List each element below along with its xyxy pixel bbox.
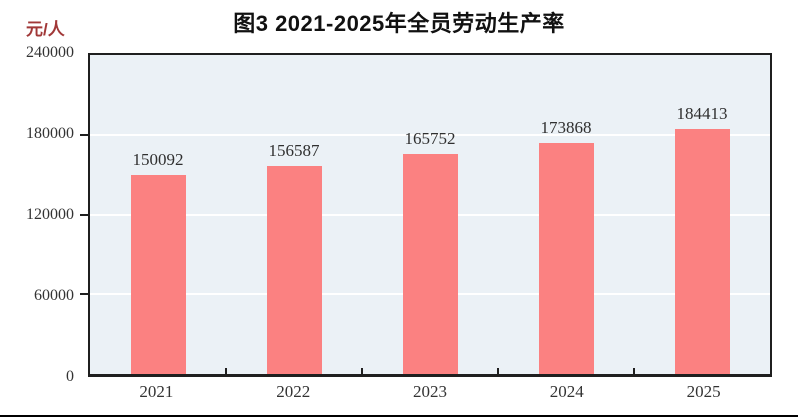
plot-panel: 150092 156587 165752 173868 184413	[90, 55, 770, 374]
x-tick-label-2022: 2022	[276, 382, 311, 401]
bar-series: 150092 156587 165752 173868 184413	[90, 55, 770, 374]
bar-2025	[674, 128, 730, 374]
y-tick-label-60000: 60000	[34, 287, 74, 304]
x-axis-tick-labels: 2021 2022 2023 2024 2025	[88, 383, 772, 400]
bar-2024	[538, 142, 594, 374]
bar-2021	[130, 174, 186, 374]
page-bottom-rule	[0, 415, 798, 417]
data-label-2022: 156587	[268, 140, 320, 160]
plot-area: 150092 156587 165752 173868 184413	[80, 53, 772, 377]
y-axis-unit-label: 元/人	[26, 20, 65, 39]
gridline-180000	[90, 133, 770, 136]
data-label-2021: 150092	[132, 149, 184, 169]
bar-2023	[402, 153, 458, 374]
bar-group-2023: 165752	[362, 55, 498, 374]
x-tick-label-2021: 2021	[139, 382, 174, 401]
x-tick-label-2024: 2024	[549, 382, 584, 401]
y-axis-tick-labels: 0 60000 120000 180000 240000	[0, 45, 80, 385]
bar-group-2022: 156587	[226, 55, 362, 374]
y-axis-tick	[80, 293, 88, 296]
y-tick-label-120000: 120000	[26, 206, 74, 223]
x-axis-tick	[633, 368, 635, 374]
y-axis-tick	[80, 213, 88, 216]
x-axis-tick	[497, 368, 499, 374]
bar-group-2025: 184413	[634, 55, 770, 374]
bar-group-2024: 173868	[498, 55, 634, 374]
x-axis-tick	[225, 368, 227, 374]
bar-2022	[266, 165, 322, 374]
x-tick-label-2025: 2025	[686, 382, 721, 401]
y-tick-label-180000: 180000	[26, 125, 74, 142]
data-label-2024: 173868	[540, 117, 592, 137]
data-label-2023: 165752	[404, 128, 456, 148]
x-tick-label-2023: 2023	[412, 382, 447, 401]
y-tick-label-240000: 240000	[26, 44, 74, 61]
y-axis-tick	[80, 133, 88, 136]
x-axis-tick	[361, 368, 363, 374]
y-tick-label-0: 0	[66, 368, 74, 385]
bar-group-2021: 150092	[90, 55, 226, 374]
data-label-2025: 184413	[676, 103, 728, 123]
chart-title: 图3 2021-2025年全员劳动生产率	[233, 11, 565, 36]
